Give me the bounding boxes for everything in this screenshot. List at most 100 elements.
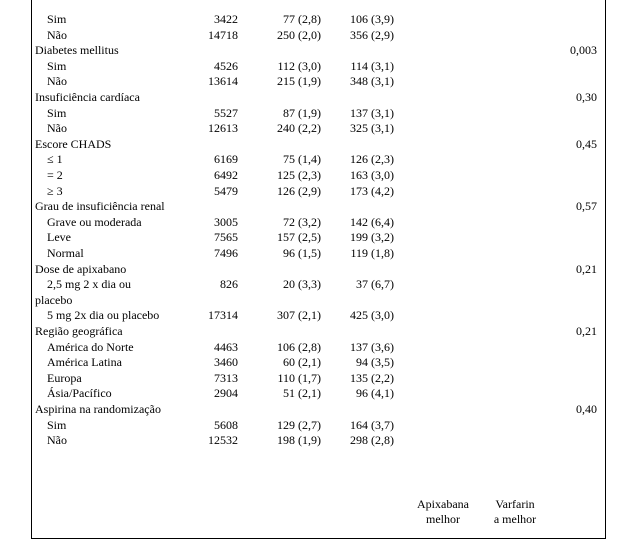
row-n-value: 2904 bbox=[214, 386, 238, 401]
legend-apixabana-line1: Apixabana bbox=[417, 497, 469, 511]
row-label: placebo bbox=[35, 292, 73, 307]
row-apixabana-value: 198 (1,9) bbox=[277, 433, 321, 448]
row-label: Ásia/Pacífico bbox=[47, 386, 112, 401]
table-row: Região geográfica 0,21 bbox=[0, 323, 624, 339]
row-label: Aspirina na randomização bbox=[35, 402, 161, 416]
row-n-value: 3422 bbox=[214, 12, 238, 26]
table-row: Grave ou moderada 3005 72 (3,2) 142 (6,4) bbox=[0, 214, 624, 230]
row-apixabana-value: 250 (2,0) bbox=[277, 27, 321, 42]
row-label: 5 mg 2x dia ou placebo bbox=[47, 308, 160, 323]
legend-varfarin-better: Varfarin a melhor bbox=[484, 497, 546, 527]
row-label: = 2 bbox=[47, 168, 63, 182]
row-p-value: 0,003 bbox=[570, 43, 597, 58]
row-apixabana-value: 60 (2,1) bbox=[283, 355, 321, 370]
row-p-value: 0,57 bbox=[576, 199, 597, 214]
row-apixabana-value: 307 (2,1) bbox=[277, 308, 321, 323]
legend-varfarin-line2: a melhor bbox=[493, 512, 537, 526]
row-label: Diabetes mellitus bbox=[35, 43, 119, 58]
legend-apixabana-line2: melhor bbox=[426, 512, 460, 526]
row-apixabana-value: 96 (1,5) bbox=[283, 246, 321, 260]
row-label: Sim bbox=[47, 417, 67, 432]
row-label: América do Norte bbox=[47, 339, 134, 354]
row-label: ≤ 1 bbox=[47, 152, 63, 167]
row-n-value: 12532 bbox=[208, 433, 238, 448]
row-label: ≥ 3 bbox=[47, 183, 63, 198]
row-label: Europa bbox=[47, 370, 82, 385]
row-n-value: 4526 bbox=[214, 58, 238, 73]
legend-varfarin-line1: Varfarin bbox=[495, 497, 535, 511]
row-label: Região geográfica bbox=[35, 324, 123, 338]
row-n-value: 3005 bbox=[214, 214, 238, 229]
row-label: Grave ou moderada bbox=[47, 214, 142, 229]
row-varfarina-value: 114 (3,1) bbox=[350, 58, 394, 73]
row-n-value: 12613 bbox=[208, 121, 238, 136]
row-label: Dose de apixabano bbox=[35, 261, 127, 276]
row-varfarina-value: 135 (2,2) bbox=[350, 370, 394, 385]
row-apixabana-value: 20 (3,3) bbox=[283, 277, 321, 292]
table-row: = 2 6492 125 (2,3) 163 (3,0) bbox=[0, 167, 624, 183]
row-apixabana-value: 72 (3,2) bbox=[283, 214, 321, 229]
row-n-value: 7496 bbox=[214, 246, 238, 260]
table-row: Não 14718 250 (2,0) 356 (2,9) bbox=[0, 27, 624, 43]
row-label: Sim bbox=[47, 12, 67, 26]
table-row: Não 12613 240 (2,2) 325 (3,1) bbox=[0, 120, 624, 136]
row-varfarina-value: 37 (6,7) bbox=[356, 277, 394, 292]
row-varfarina-value: 173 (4,2) bbox=[350, 183, 394, 198]
row-apixabana-value: 75 (1,4) bbox=[283, 152, 321, 167]
row-varfarina-value: 356 (2,9) bbox=[350, 27, 394, 42]
table-row: América do Norte 4463 106 (2,8) 137 (3,6) bbox=[0, 339, 624, 355]
table-row: Grau de insuficiência renal 0,57 bbox=[0, 198, 624, 214]
row-label: Insuficiência cardíaca bbox=[35, 90, 140, 104]
row-p-value: 0,45 bbox=[576, 136, 597, 151]
row-varfarina-value: 96 (4,1) bbox=[356, 386, 394, 401]
row-n-value: 14718 bbox=[208, 27, 238, 42]
row-varfarina-value: 137 (3,1) bbox=[350, 105, 394, 120]
row-varfarina-value: 298 (2,8) bbox=[350, 433, 394, 448]
row-n-value: 5479 bbox=[214, 183, 238, 198]
row-label: Não bbox=[47, 74, 67, 89]
row-label: América Latina bbox=[47, 355, 122, 370]
row-label: Normal bbox=[47, 246, 84, 260]
row-apixabana-value: 106 (2,8) bbox=[277, 339, 321, 354]
row-label: Não bbox=[47, 433, 67, 448]
row-n-value: 13614 bbox=[208, 74, 238, 89]
row-varfarina-value: 142 (6,4) bbox=[350, 214, 394, 229]
table-row: Normal 7496 96 (1,5) 119 (1,8) bbox=[0, 245, 624, 261]
table-row: Escore CHADS 0,45 bbox=[0, 136, 624, 152]
row-p-value: 0,21 bbox=[576, 324, 597, 338]
table-frame bbox=[31, 0, 606, 539]
table-row: Não 12532 198 (1,9) 298 (2,8) bbox=[0, 432, 624, 448]
row-n-value: 5608 bbox=[214, 417, 238, 432]
row-n-value: 7313 bbox=[214, 370, 238, 385]
row-apixabana-value: 87 (1,9) bbox=[283, 105, 321, 120]
table-row: Aspirina na randomização 0,40 bbox=[0, 401, 624, 417]
row-n-value: 4463 bbox=[214, 339, 238, 354]
row-varfarina-value: 164 (3,7) bbox=[350, 417, 394, 432]
table-row: Não 13614 215 (1,9) 348 (3,1) bbox=[0, 73, 624, 89]
row-p-value: 0,40 bbox=[576, 402, 597, 416]
row-label: Grau de insuficiência renal bbox=[35, 199, 165, 214]
table-row: América Latina 3460 60 (2,1) 94 (3,5) bbox=[0, 354, 624, 370]
row-label: Não bbox=[47, 27, 67, 42]
table-row: 2,5 mg 2 x dia ou 826 20 (3,3) 37 (6,7) bbox=[0, 276, 624, 292]
row-apixabana-value: 110 (1,7) bbox=[277, 370, 321, 385]
row-n-value: 7565 bbox=[214, 230, 238, 245]
row-n-value: 5527 bbox=[214, 105, 238, 120]
row-apixabana-value: 126 (2,9) bbox=[277, 183, 321, 198]
row-apixabana-value: 157 (2,5) bbox=[277, 230, 321, 245]
table-row: Ásia/Pacífico 2904 51 (2,1) 96 (4,1) bbox=[0, 385, 624, 401]
table-row: Sim 5527 87 (1,9) 137 (3,1) bbox=[0, 105, 624, 121]
row-label: Leve bbox=[47, 230, 71, 245]
row-varfarina-value: 137 (3,6) bbox=[350, 339, 394, 354]
row-p-value: 0,21 bbox=[576, 261, 597, 276]
row-n-value: 826 bbox=[220, 277, 238, 292]
row-apixabana-value: 112 (3,0) bbox=[277, 58, 321, 73]
row-apixabana-value: 215 (1,9) bbox=[277, 74, 321, 89]
row-n-value: 3460 bbox=[214, 355, 238, 370]
row-varfarina-value: 425 (3,0) bbox=[350, 308, 394, 323]
table-row: Sim 5608 129 (2,7) 164 (3,7) bbox=[0, 417, 624, 433]
row-varfarina-value: 348 (3,1) bbox=[350, 74, 394, 89]
table-row: ≤ 1 6169 75 (1,4) 126 (2,3) bbox=[0, 151, 624, 167]
row-label: Escore CHADS bbox=[35, 136, 112, 151]
table-row: Dose de apixabano 0,21 bbox=[0, 261, 624, 277]
